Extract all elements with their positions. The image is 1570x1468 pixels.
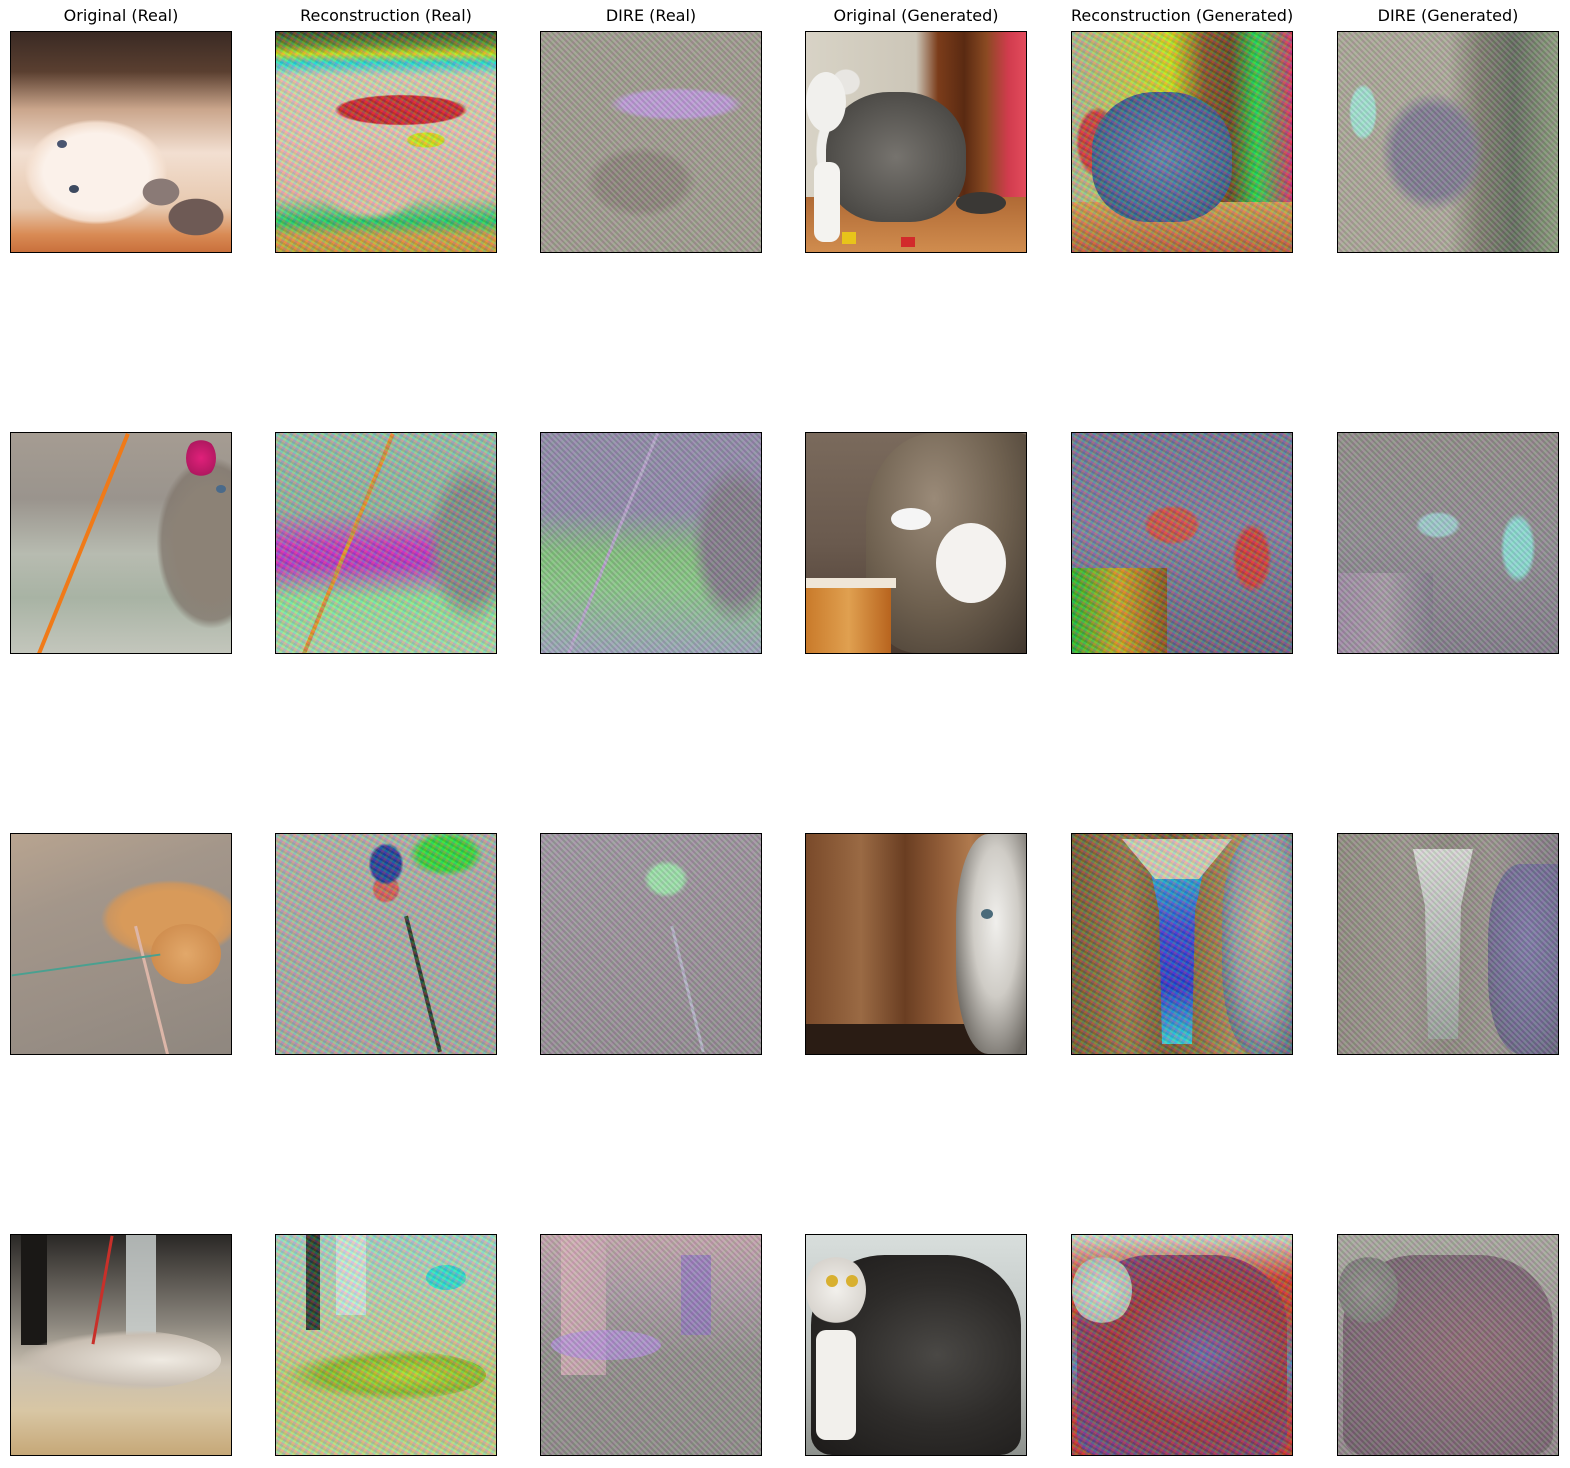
column-title-original-generated: Original (Generated): [833, 6, 999, 25]
image-panel-row3-dire-generated: [1337, 833, 1559, 1055]
image-panel-row3-original-generated: [805, 833, 1027, 1055]
image-panel-row2-original-generated: [805, 432, 1027, 654]
image-panel-row3-original-real: [10, 833, 232, 1055]
column-title-reconstruction-real: Reconstruction (Real): [300, 6, 472, 25]
image-panel-row1-reconstruction-real: [275, 31, 497, 253]
image-panel-row2-original-real: [10, 432, 232, 654]
image-panel-row4-dire-real: [540, 1234, 762, 1456]
image-panel-row4-original-generated: [805, 1234, 1027, 1456]
column-title-dire-real: DIRE (Real): [605, 6, 697, 25]
image-panel-row3-reconstruction-real: [275, 833, 497, 1055]
image-panel-row4-dire-generated: [1337, 1234, 1559, 1456]
image-panel-row4-reconstruction-generated: [1071, 1234, 1293, 1456]
image-panel-row3-dire-real: [540, 833, 762, 1055]
image-panel-row1-dire-real: [540, 31, 762, 253]
column-title-dire-generated: DIRE (Generated): [1377, 6, 1519, 25]
image-panel-row4-original-real: [10, 1234, 232, 1456]
image-panel-row2-dire-real: [540, 432, 762, 654]
image-panel-row1-reconstruction-generated: [1071, 31, 1293, 253]
image-panel-row2-dire-generated: [1337, 432, 1559, 654]
image-panel-row1-original-generated: [805, 31, 1027, 253]
image-panel-row1-dire-generated: [1337, 31, 1559, 253]
image-panel-row1-original-real: [10, 31, 232, 253]
image-panel-row2-reconstruction-generated: [1071, 432, 1293, 654]
column-title-original-real: Original (Real): [63, 6, 179, 25]
column-title-reconstruction-generated: Reconstruction (Generated): [1071, 6, 1294, 25]
image-panel-row4-reconstruction-real: [275, 1234, 497, 1456]
image-panel-row3-reconstruction-generated: [1071, 833, 1293, 1055]
image-panel-row2-reconstruction-real: [275, 432, 497, 654]
